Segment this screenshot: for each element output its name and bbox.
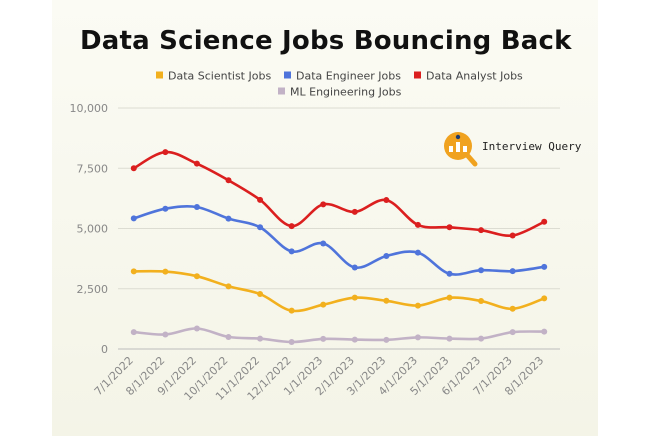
- legend-swatch: [284, 71, 291, 79]
- legend-label: ML Engineering Jobs: [290, 86, 402, 99]
- data-point: [288, 307, 295, 314]
- data-point: [130, 215, 137, 222]
- data-point: [478, 267, 485, 274]
- logo-dot-icon: [455, 134, 461, 140]
- data-point: [193, 160, 200, 167]
- data-point: [478, 298, 485, 305]
- data-point: [541, 263, 548, 270]
- data-point: [288, 248, 295, 255]
- y-axis-ticks: 0 2,500 5,000 7,500 10,000: [70, 102, 109, 356]
- data-point: [320, 240, 327, 247]
- chart-title: Data Science Jobs Bouncing Back: [80, 26, 572, 56]
- logo-bar-icon: [456, 142, 460, 152]
- legend-swatch: [156, 71, 163, 79]
- data-point: [478, 335, 485, 342]
- data-point: [383, 336, 390, 343]
- logo-bar-icon: [463, 146, 467, 152]
- data-point: [414, 334, 421, 341]
- data-point: [130, 268, 137, 275]
- data-point: [541, 328, 548, 335]
- data-point: [383, 297, 390, 304]
- chart-card: [52, 0, 598, 436]
- data-point: [320, 301, 327, 308]
- data-point: [162, 149, 169, 156]
- data-point: [509, 268, 516, 275]
- data-point: [257, 196, 264, 203]
- data-point: [288, 223, 295, 230]
- data-point: [225, 215, 232, 222]
- data-point: [320, 201, 327, 208]
- y-tick-label: 0: [101, 343, 108, 356]
- data-point: [509, 329, 516, 336]
- data-point: [414, 302, 421, 309]
- data-point: [446, 270, 453, 277]
- legend-label: Data Engineer Jobs: [296, 70, 401, 83]
- data-point: [351, 294, 358, 301]
- data-point: [541, 218, 548, 225]
- data-point: [351, 208, 358, 215]
- data-point: [414, 221, 421, 228]
- legend: Data Scientist Jobs Data Engineer Jobs Dat…: [156, 70, 523, 99]
- data-point: [446, 294, 453, 301]
- y-tick-label: 5,000: [77, 223, 109, 236]
- data-point: [225, 333, 232, 340]
- data-point: [509, 305, 516, 312]
- data-point: [193, 204, 200, 211]
- legend-swatch: [278, 87, 285, 95]
- data-point: [446, 224, 453, 231]
- data-point: [288, 339, 295, 346]
- y-tick-label: 7,500: [77, 162, 109, 175]
- data-point: [257, 291, 264, 298]
- data-point: [130, 329, 137, 336]
- legend-label: Data Analyst Jobs: [426, 70, 523, 83]
- y-tick-label: 2,500: [77, 283, 109, 296]
- data-point: [162, 268, 169, 275]
- grid-lines: [118, 107, 560, 350]
- data-point: [351, 264, 358, 271]
- series-lines: [130, 149, 548, 346]
- data-point: [193, 273, 200, 280]
- data-point: [320, 335, 327, 342]
- data-point: [225, 283, 232, 290]
- data-point: [130, 165, 137, 172]
- data-point: [162, 331, 169, 338]
- legend-label: Data Scientist Jobs: [168, 70, 271, 83]
- data-point: [257, 224, 264, 231]
- data-point: [541, 295, 548, 302]
- logo-bar-icon: [449, 146, 453, 152]
- brand-name: Interview Query: [482, 140, 582, 153]
- x-axis-ticks: 7/1/20228/1/20229/1/202210/1/202211/1/20…: [92, 354, 547, 403]
- data-point: [446, 335, 453, 342]
- interview-query-logo: Interview Query: [444, 132, 582, 167]
- data-point: [478, 227, 485, 234]
- data-point: [193, 325, 200, 332]
- data-point: [257, 335, 264, 342]
- data-point: [225, 177, 232, 184]
- data-point: [162, 205, 169, 212]
- data-point: [383, 252, 390, 259]
- series-line: [133, 205, 545, 276]
- legend-swatch: [414, 71, 421, 79]
- magnifier-handle-icon: [465, 153, 478, 167]
- data-point: [414, 249, 421, 256]
- data-point: [351, 336, 358, 343]
- y-tick-label: 10,000: [70, 102, 109, 115]
- data-point: [383, 197, 390, 204]
- data-point: [509, 232, 516, 239]
